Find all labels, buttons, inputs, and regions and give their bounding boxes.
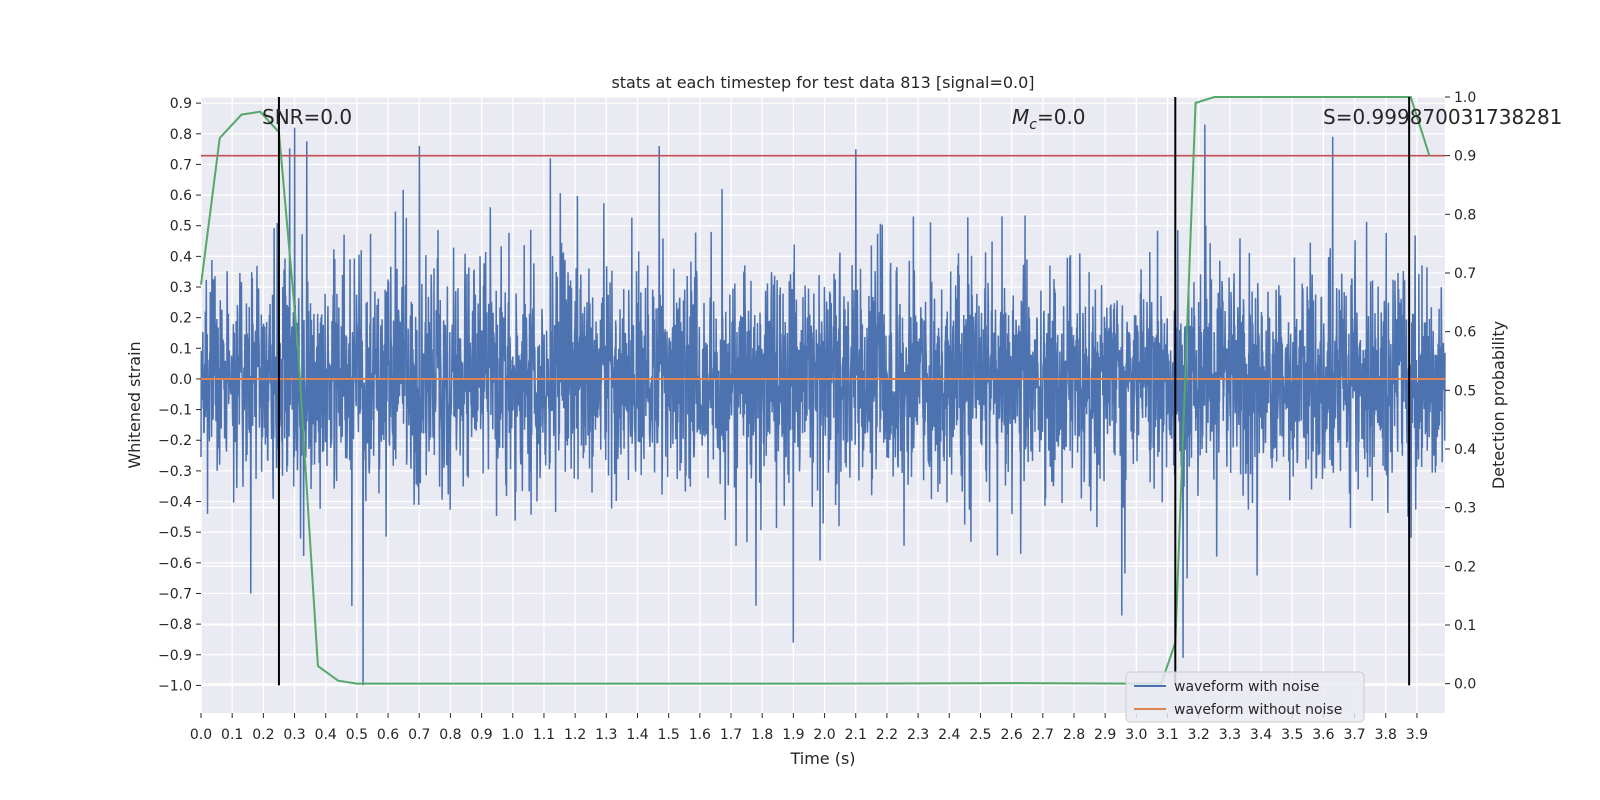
y-tick-label: 0.7: [170, 157, 192, 173]
x-axis-label: Time (s): [789, 749, 855, 768]
waveform-with-noise-line: [200, 124, 1446, 686]
x-tick-label: 3.6: [1312, 727, 1334, 743]
legend: waveform with noise waveform without noi…: [1125, 671, 1365, 723]
x-tick-label: 2.6: [1000, 727, 1022, 743]
y2-tick-label: 0.2: [1454, 559, 1476, 575]
y-tick-label: 0.2: [170, 311, 192, 327]
x-tick-label: 0.8: [439, 727, 461, 743]
x-tick-label: 1.8: [751, 727, 773, 743]
marker-lines: [277, 97, 1411, 686]
y2-tick-label: 0.3: [1454, 501, 1476, 517]
y2-tick-label: 0.1: [1454, 618, 1476, 634]
series-detection-probability: [200, 96, 1431, 685]
x-tick-label: 0.4: [315, 727, 337, 743]
x-tick-label: 3.7: [1343, 727, 1365, 743]
x-tick-label: 1.2: [564, 727, 586, 743]
y2-tick-label: 0.0: [1454, 677, 1476, 693]
x-tick-label: 0.9: [470, 727, 492, 743]
y2-axis-label: Detection probability: [1489, 321, 1508, 489]
y-tick-label: 0.1: [170, 341, 192, 357]
y-tick-label: 0.4: [170, 249, 192, 265]
y-tick-label: 0.5: [170, 219, 192, 235]
x-tick-label: 3.1: [1156, 727, 1178, 743]
y2-tick-label: 0.5: [1454, 383, 1476, 399]
y-tick-label: −0.7: [158, 586, 192, 602]
y-tick-label: 0.0: [170, 372, 192, 388]
x-tick-label: 2.8: [1063, 727, 1085, 743]
series-waveform-with-noise: [200, 124, 1446, 686]
x-tick-label: 3.4: [1250, 727, 1272, 743]
y-tick-label: −0.5: [158, 525, 192, 541]
chart-title: stats at each timestep for test data 813…: [611, 73, 1034, 92]
y2-tick-label: 0.4: [1454, 442, 1476, 458]
x-tick-label: 2.4: [938, 727, 960, 743]
y-tick-label: −0.3: [158, 464, 192, 480]
x-tick-label: 3.9: [1406, 727, 1428, 743]
y-tick-label: −0.1: [158, 403, 192, 419]
y-tick-label: −0.8: [158, 617, 192, 633]
x-tick-label: 1.9: [782, 727, 804, 743]
x-tick-label: 2.7: [1032, 727, 1054, 743]
x-tick-label: 0.5: [346, 727, 368, 743]
y-tick-label: −0.6: [158, 556, 192, 572]
x-tick-label: 3.3: [1219, 727, 1241, 743]
y-tick-label: −0.4: [158, 495, 192, 511]
y-tick-label: 0.3: [170, 280, 192, 296]
x-tick-label: 1.0: [502, 727, 524, 743]
x-tick-label: 1.7: [720, 727, 742, 743]
y2-axis-ticks: 1.0 0.9 0.8 0.7 0.6 0.5 0.4 0.3 0.2 0.1 0.0: [1445, 90, 1476, 693]
y-tick-label: −0.9: [158, 648, 192, 664]
annotation-snr: SNR=0.0: [262, 105, 352, 129]
x-tick-label: 2.5: [969, 727, 991, 743]
y-tick-label: 0.8: [170, 127, 192, 143]
x-tick-label: 2.9: [1094, 727, 1116, 743]
x-tick-label: 3.0: [1125, 727, 1147, 743]
annotation-chirp-mass: Mc=0.0: [1012, 105, 1086, 133]
x-tick-label: 2.3: [907, 727, 929, 743]
y-axis-ticks: 0.9 0.8 0.7 0.6 0.5 0.4 0.3 0.2 0.1 0.0 −0.1 −0.2 −0…: [158, 96, 201, 694]
x-tick-label: 1.1: [533, 727, 555, 743]
x-tick-label: 1.4: [626, 727, 648, 743]
y2-tick-label: 0.7: [1454, 266, 1476, 282]
x-tick-label: 3.8: [1375, 727, 1397, 743]
x-tick-label: 1.6: [689, 727, 711, 743]
legend-box: [1125, 671, 1365, 723]
annotation-score: S=0.999870031738281: [1323, 105, 1562, 129]
y-tick-label: −0.2: [158, 433, 192, 449]
y2-tick-label: 0.8: [1454, 207, 1476, 223]
x-tick-label: 2.2: [876, 727, 898, 743]
legend-label-clean: waveform without noise: [1174, 702, 1342, 718]
x-tick-label: 1.5: [658, 727, 680, 743]
x-tick-label: 3.5: [1281, 727, 1303, 743]
legend-label-noise: waveform with noise: [1174, 679, 1319, 695]
y-tick-label: −1.0: [158, 678, 192, 694]
x-tick-label: 0.3: [283, 727, 305, 743]
y-axis-label: Whitened strain: [125, 341, 144, 468]
y2-tick-label: 1.0: [1454, 90, 1476, 106]
x-tick-label: 0.0: [190, 727, 212, 743]
x-tick-label: 0.7: [408, 727, 430, 743]
x-tick-label: 2.0: [813, 727, 835, 743]
x-tick-label: 2.1: [845, 727, 867, 743]
y2-tick-label: 0.6: [1454, 325, 1476, 341]
y2-tick-label: 0.9: [1454, 149, 1476, 165]
x-tick-label: 0.1: [221, 727, 243, 743]
y-tick-label: 0.6: [170, 188, 192, 204]
x-tick-label: 1.3: [595, 727, 617, 743]
x-tick-label: 0.6: [377, 727, 399, 743]
x-tick-label: 3.2: [1188, 727, 1210, 743]
y-tick-label: 0.9: [170, 96, 192, 112]
x-tick-label: 0.2: [252, 727, 274, 743]
detection-probability-line: [200, 96, 1431, 685]
